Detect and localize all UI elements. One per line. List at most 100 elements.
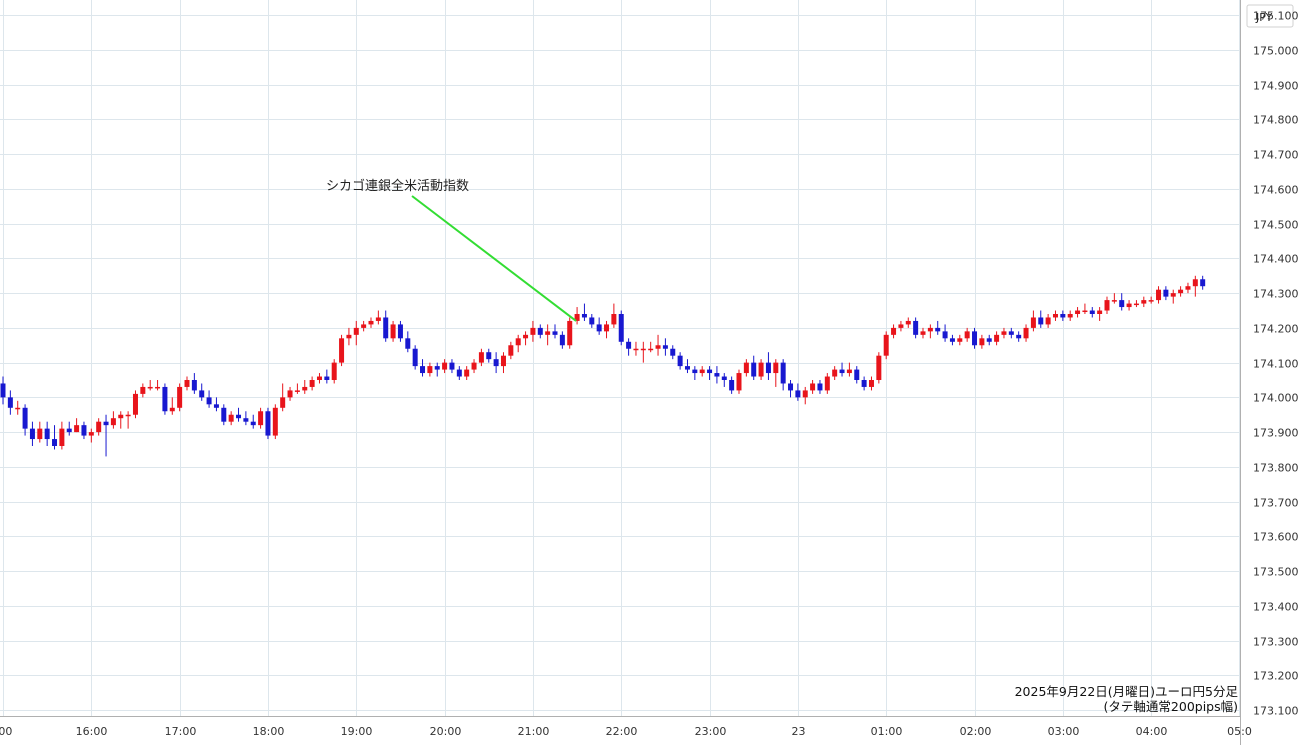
- y-tick-label: 173.300: [1253, 636, 1299, 649]
- candle-up: [1097, 307, 1103, 321]
- candle-up: [302, 380, 308, 394]
- candle-body: [964, 331, 970, 339]
- candle-body: [52, 439, 58, 446]
- candle-down: [456, 366, 462, 380]
- candle-body: [979, 338, 985, 346]
- y-tick-label: 173.200: [1253, 670, 1299, 683]
- candle-body: [832, 369, 838, 377]
- candle-down: [221, 404, 227, 426]
- candle-body: [191, 380, 197, 391]
- candle-up: [1148, 296, 1154, 304]
- candle-body: [294, 390, 300, 392]
- candle-body: [1016, 334, 1022, 339]
- candle-down: [949, 334, 955, 346]
- candle-body: [15, 407, 21, 410]
- candle-body: [397, 324, 403, 339]
- candle-up: [155, 380, 161, 391]
- candle-body: [699, 369, 705, 374]
- candle-up: [258, 407, 264, 429]
- candle-body: [199, 390, 205, 398]
- candle-down: [243, 411, 249, 426]
- candle-up: [810, 380, 816, 394]
- candle-body: [1045, 317, 1051, 325]
- candle-up: [272, 404, 278, 440]
- y-tick-label: 174.400: [1253, 253, 1299, 266]
- candle-up: [905, 317, 911, 328]
- candle-down: [44, 421, 50, 446]
- currency-badge[interactable]: JPY: [1246, 4, 1294, 28]
- candle-up: [611, 303, 617, 328]
- candles: [0, 275, 1206, 457]
- candle-body: [456, 369, 462, 377]
- candle-down: [236, 407, 242, 422]
- candle-down: [1200, 275, 1206, 290]
- candle-body: [96, 421, 102, 433]
- candle-body: [736, 373, 742, 391]
- candle-body: [37, 428, 43, 440]
- candle-up: [442, 359, 448, 374]
- candle-body: [361, 324, 367, 328]
- candle-body: [942, 331, 948, 339]
- candle-body: [545, 331, 551, 335]
- candle-down: [765, 352, 771, 380]
- candle-up: [110, 411, 116, 429]
- candle-body: [817, 383, 823, 391]
- candle-down: [1008, 327, 1014, 339]
- candle-up: [471, 359, 477, 374]
- candle-up: [1001, 327, 1007, 339]
- candle-down: [7, 390, 13, 415]
- candle-body: [118, 414, 124, 419]
- candle-body: [1104, 300, 1110, 311]
- x-tick-label: 16:00: [76, 725, 108, 738]
- x-axis-ticks: :00 16:00 17:00 18:00 19:00 20:00 21:00 22:00 23…: [0, 725, 1252, 738]
- candle-body: [898, 324, 904, 328]
- candle-up: [169, 397, 175, 415]
- candle-body: [287, 390, 293, 398]
- candle-body: [994, 334, 1000, 342]
- candle-body: [883, 334, 889, 356]
- candle-up: [1133, 300, 1139, 308]
- candle-down: [942, 324, 948, 342]
- y-tick-label: 173.700: [1253, 497, 1299, 510]
- candle-body: [500, 355, 506, 367]
- candle-up: [375, 310, 381, 325]
- candle-body: [1170, 293, 1176, 297]
- candle-body: [692, 369, 698, 374]
- candle-body: [1119, 300, 1125, 308]
- candle-down: [618, 310, 624, 346]
- candle-up: [15, 400, 21, 415]
- candle-down: [324, 369, 330, 384]
- candle-up: [464, 366, 470, 380]
- candle-body: [780, 362, 786, 384]
- candle-body: [265, 411, 271, 436]
- price-axis-panel: [1240, 0, 1300, 745]
- candle-up: [1185, 282, 1191, 294]
- candle-down: [397, 320, 403, 342]
- candle-up: [508, 341, 514, 360]
- candle-body: [243, 418, 249, 422]
- candle-body: [788, 383, 794, 391]
- candle-up: [1052, 310, 1058, 321]
- candle-body: [1126, 303, 1132, 308]
- candle-up: [515, 334, 521, 353]
- candle-body: [442, 362, 448, 370]
- candle-body: [486, 352, 492, 360]
- candle-up: [37, 421, 43, 443]
- candle-down: [589, 314, 595, 328]
- y-tick-label: 174.300: [1253, 288, 1299, 301]
- candle-down: [552, 324, 558, 339]
- candle-body: [854, 369, 860, 380]
- candle-body: [949, 338, 955, 342]
- candle-up: [648, 341, 654, 353]
- candle-body: [228, 414, 234, 422]
- candle-body: [1133, 303, 1139, 306]
- candle-body: [515, 338, 521, 346]
- candle-body: [530, 327, 536, 335]
- candle-body: [1185, 286, 1191, 290]
- candle-up: [177, 383, 183, 412]
- candle-up: [758, 359, 764, 380]
- candle-up: [1045, 314, 1051, 328]
- candle-up: [891, 324, 897, 339]
- candle-body: [155, 386, 161, 389]
- candle-body: [1156, 289, 1162, 301]
